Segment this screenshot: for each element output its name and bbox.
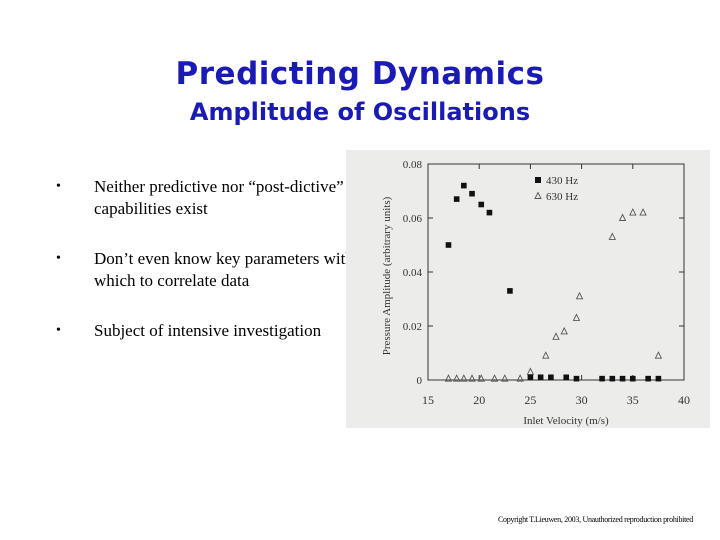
data-point-630hz (542, 351, 550, 359)
data-point-430hz (486, 209, 493, 216)
x-tick-label: 20 (473, 393, 485, 407)
data-point-630hz (560, 326, 568, 335)
data-point-630hz (501, 374, 509, 382)
y-tick-label: 0.08 (403, 159, 423, 171)
data-point-430hz (619, 375, 626, 382)
data-point-430hz (461, 182, 467, 189)
data-point-630hz (608, 232, 617, 240)
bullet-text: Subject of intensive investigation (94, 321, 322, 340)
data-point-430hz (609, 375, 616, 382)
data-point-430hz (507, 288, 513, 294)
data-point-630hz (618, 213, 627, 221)
bullet-dot: • (56, 323, 61, 338)
bullet-text: Neither predictive nor “post-dictive” ca… (94, 177, 344, 218)
data-point-430hz (630, 375, 636, 382)
data-point-430hz (537, 374, 544, 381)
data-point-630hz (468, 374, 476, 382)
data-point-630hz (490, 374, 499, 382)
y-tick-label: 0.02 (403, 321, 422, 333)
x-tick-label: 35 (627, 393, 639, 407)
data-point-630hz (526, 367, 535, 375)
data-point-430hz (563, 374, 570, 381)
data-point-430hz (548, 374, 554, 381)
data-point-430hz (527, 374, 534, 381)
legend-label: 430 Hz (546, 175, 578, 187)
scatter-plot: 0 0.02 0.04 0.06 0.08 15 20 25 30 35 40 Inlet Veloc… (381, 159, 690, 427)
data-point-430hz (445, 242, 452, 248)
legend-marker-430hz (535, 177, 541, 183)
data-point-630hz (575, 291, 584, 300)
x-axis-label: Inlet Velocity (m/s) (523, 415, 609, 427)
bullet-item: • Neither predictive nor “post-dictive” … (56, 176, 356, 220)
data-point-430hz (645, 375, 651, 382)
data-point-430hz (469, 190, 475, 197)
data-point-630hz (460, 374, 468, 382)
data-point-430hz (453, 196, 460, 202)
x-tick-label: 25 (524, 393, 536, 407)
data-point-630hz (654, 351, 663, 359)
data-point-630hz (516, 374, 524, 382)
data-point-630hz (444, 374, 453, 382)
bullet-item: • Don’t even know key parameters with wh… (56, 248, 356, 292)
data-point-630hz (572, 313, 581, 321)
data-point-630hz (552, 332, 560, 340)
x-tick-label: 15 (422, 393, 434, 407)
data-point-630hz (477, 374, 485, 382)
scatter-plot-figure: 0 0.02 0.04 0.06 0.08 15 20 25 30 35 40 Inlet Veloc… (346, 150, 710, 428)
slide-subtitle: Amplitude of Oscillations (189, 98, 531, 126)
data-point-630hz (452, 374, 461, 382)
copyright-notice: Copyright T.Lieuwen, 2003, Unauthorized … (498, 515, 693, 524)
bullet-dot: • (56, 251, 61, 266)
y-tick-label: 0.06 (403, 213, 423, 225)
data-point-630hz (629, 208, 637, 216)
bullet-item: • Subject of intensive investigation (56, 320, 356, 342)
y-tick-label: 0.04 (403, 267, 423, 279)
x-tick-label: 30 (576, 393, 588, 407)
data-point-430hz (573, 375, 580, 382)
data-point-430hz (655, 375, 662, 382)
legend-marker-630hz (534, 191, 542, 199)
y-axis-label: Pressure Amplitude (arbitrary units) (381, 196, 393, 355)
data-point-430hz (599, 375, 605, 382)
bullet-dot: • (56, 179, 61, 194)
legend-label: 630 Hz (546, 191, 578, 203)
slide-title: Predicting Dynamics (175, 56, 545, 92)
bullet-text: Don’t even know key parameters with whic… (94, 249, 354, 290)
bullet-list: • Neither predictive nor “post-dictive” … (56, 176, 356, 370)
y-tick-label: 0 (417, 375, 423, 387)
x-tick-label: 40 (678, 393, 690, 407)
data-point-630hz (639, 208, 647, 216)
data-point-430hz (478, 201, 485, 208)
